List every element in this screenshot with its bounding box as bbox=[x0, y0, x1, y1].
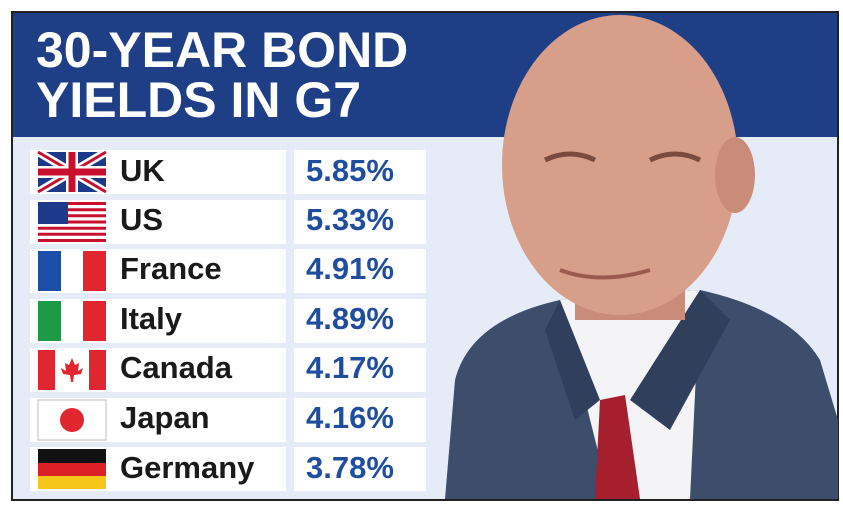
flag-france bbox=[38, 251, 106, 291]
country-name: Canada bbox=[120, 350, 233, 385]
country-name: Italy bbox=[120, 301, 183, 336]
flag-germany bbox=[38, 449, 106, 489]
flag-uk bbox=[35, 148, 109, 196]
title-line: YIELDS IN G7 bbox=[36, 72, 361, 128]
yield-value: 5.33% bbox=[306, 202, 394, 237]
yield-value: 4.16% bbox=[306, 400, 394, 435]
yield-value: 4.89% bbox=[306, 301, 394, 336]
row: US 5.33% bbox=[30, 200, 426, 244]
yield-value: 3.78% bbox=[306, 450, 394, 485]
yield-value: 5.85% bbox=[306, 153, 394, 188]
country-name: Japan bbox=[120, 400, 210, 435]
row: Germany 3.78% bbox=[30, 447, 426, 491]
row: Canada 4.17% bbox=[30, 348, 426, 392]
flag-us bbox=[38, 202, 106, 242]
country-name: Germany bbox=[120, 450, 255, 485]
country-name: UK bbox=[120, 153, 165, 188]
yield-value: 4.91% bbox=[306, 251, 394, 286]
row: UK 5.85% bbox=[30, 148, 426, 196]
row: France 4.91% bbox=[30, 249, 426, 293]
row: Italy 4.89% bbox=[30, 299, 426, 343]
flag-canada bbox=[38, 350, 106, 390]
yield-value: 4.17% bbox=[306, 350, 394, 385]
country-name: US bbox=[120, 202, 163, 237]
country-name: France bbox=[120, 251, 222, 286]
portrait bbox=[445, 15, 838, 499]
title-line: 30-YEAR BOND bbox=[36, 22, 408, 78]
row: Japan 4.16% bbox=[30, 398, 426, 442]
flag-japan bbox=[37, 399, 107, 441]
flag-italy bbox=[38, 301, 106, 341]
